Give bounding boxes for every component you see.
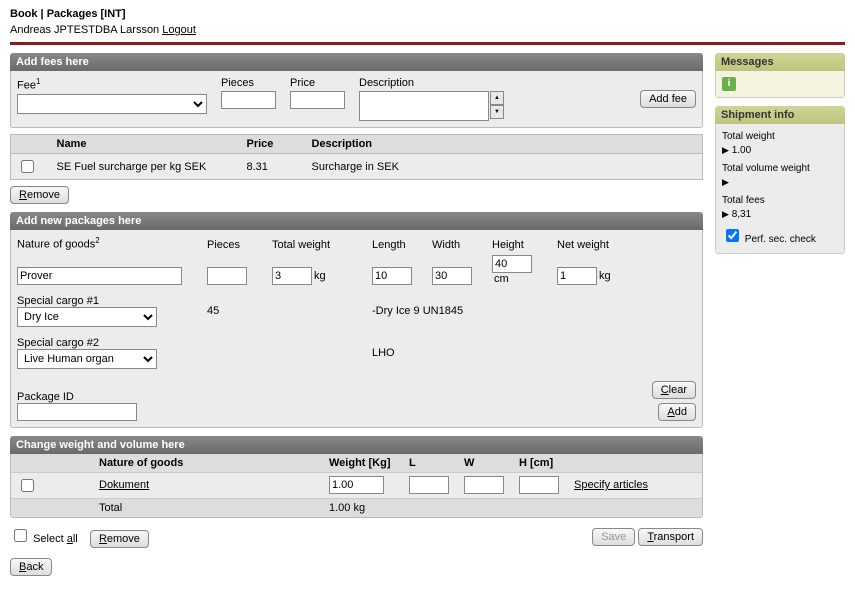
wv-col-nature: Nature of goods bbox=[93, 454, 323, 473]
fee-row: SE Fuel surcharge per kg SEK 8.31 Surcha… bbox=[11, 154, 703, 180]
add-fee-button[interactable]: Add fee bbox=[640, 90, 696, 108]
special1-desc: -Dry Ice 9 UN1845 bbox=[372, 305, 572, 317]
total-weight-value: 1.00 bbox=[732, 145, 751, 156]
special2-desc: LHO bbox=[372, 347, 572, 359]
packages-panel-header: Add new packages here bbox=[10, 212, 703, 230]
perf-sec-checkbox[interactable] bbox=[726, 229, 739, 242]
current-user: Andreas JPTESTDBA Larsson bbox=[10, 24, 159, 36]
remove-wv-button[interactable]: Remove bbox=[90, 530, 149, 548]
page-title: Book | Packages [INT] bbox=[10, 8, 845, 20]
desc-up-button[interactable]: ▲ bbox=[490, 91, 504, 105]
fees-panel-header: Add fees here bbox=[10, 53, 703, 71]
special2-label: Special cargo #2 bbox=[17, 337, 197, 349]
clear-button[interactable]: Clear bbox=[652, 381, 696, 399]
wv-w-input[interactable] bbox=[464, 476, 504, 494]
wv-nature-link[interactable]: Dokument bbox=[99, 479, 149, 491]
play-icon: ▶ bbox=[722, 145, 729, 155]
fee-pieces-input[interactable] bbox=[221, 91, 276, 109]
messages-header: Messages bbox=[715, 53, 845, 71]
shipment-info-header: Shipment info bbox=[715, 106, 845, 124]
price-label: Price bbox=[290, 77, 345, 89]
select-all-checkbox[interactable] bbox=[14, 529, 27, 542]
wv-total-value: 1.00 kg bbox=[323, 498, 702, 517]
wv-weight-input[interactable] bbox=[329, 476, 384, 494]
info-icon: i bbox=[722, 77, 736, 91]
height-label: Height bbox=[492, 239, 547, 251]
special1-select[interactable]: Dry Ice bbox=[17, 307, 157, 327]
specify-articles-link[interactable]: Specify articles bbox=[574, 479, 648, 491]
height-input[interactable] bbox=[492, 255, 532, 273]
fee-col-desc: Description bbox=[306, 135, 703, 154]
back-button[interactable]: Back bbox=[10, 558, 52, 576]
total-volume-label: Total volume weight bbox=[722, 162, 838, 176]
total-fees-label: Total fees bbox=[722, 194, 838, 208]
fee-col-name: Name bbox=[51, 135, 241, 154]
divider bbox=[10, 42, 845, 45]
wv-col-weight: Weight [Kg] bbox=[323, 454, 403, 473]
wv-h-input[interactable] bbox=[519, 476, 559, 494]
wv-col-w: W bbox=[458, 454, 513, 473]
logout-link[interactable]: Logout bbox=[162, 24, 196, 36]
fee-select[interactable] bbox=[17, 94, 207, 114]
special1-qty: 45 bbox=[207, 305, 262, 317]
wv-total-label: Total bbox=[93, 498, 323, 517]
wv-col-l: L bbox=[403, 454, 458, 473]
save-button[interactable]: Save bbox=[592, 528, 635, 546]
package-id-label: Package ID bbox=[17, 391, 137, 403]
transport-button[interactable]: Transport bbox=[638, 528, 703, 546]
desc-down-button[interactable]: ▼ bbox=[490, 105, 504, 119]
pkg-pieces-label: Pieces bbox=[207, 239, 262, 251]
nature-label: Nature of goods bbox=[17, 239, 95, 251]
perf-sec-label: Perf. sec. check bbox=[745, 234, 816, 245]
pkg-pieces-input[interactable] bbox=[207, 267, 247, 285]
select-all-label: Select all bbox=[33, 533, 78, 545]
total-weight-input[interactable] bbox=[272, 267, 312, 285]
fee-row-checkbox[interactable] bbox=[21, 160, 34, 173]
fee-row-name: SE Fuel surcharge per kg SEK bbox=[51, 154, 241, 180]
wv-col-h: H [cm] bbox=[513, 454, 568, 473]
wv-row: Dokument Specify articles bbox=[11, 472, 702, 498]
wv-l-input[interactable] bbox=[409, 476, 449, 494]
special1-label: Special cargo #1 bbox=[17, 295, 197, 307]
fee-row-price: 8.31 bbox=[241, 154, 306, 180]
pieces-label: Pieces bbox=[221, 77, 276, 89]
total-fees-value: 8,31 bbox=[732, 209, 751, 220]
special2-select[interactable]: Live Human organ bbox=[17, 349, 157, 369]
total-weight-label: Total weight bbox=[272, 239, 362, 251]
desc-label: Description bbox=[359, 77, 504, 89]
fee-price-input[interactable] bbox=[290, 91, 345, 109]
length-label: Length bbox=[372, 239, 422, 251]
package-id-input[interactable] bbox=[17, 403, 137, 421]
total-weight-label: Total weight bbox=[722, 130, 838, 144]
nature-input[interactable] bbox=[17, 267, 182, 285]
net-weight-label: Net weight bbox=[557, 239, 627, 251]
wv-panel-header: Change weight and volume here bbox=[10, 436, 703, 454]
width-input[interactable] bbox=[432, 267, 472, 285]
length-input[interactable] bbox=[372, 267, 412, 285]
add-package-button[interactable]: Add bbox=[658, 403, 696, 421]
play-icon: ▶ bbox=[722, 177, 729, 187]
fee-col-price: Price bbox=[241, 135, 306, 154]
wv-row-checkbox[interactable] bbox=[21, 479, 34, 492]
net-weight-input[interactable] bbox=[557, 267, 597, 285]
width-label: Width bbox=[432, 239, 482, 251]
fee-row-desc: Surcharge in SEK bbox=[306, 154, 703, 180]
fee-desc-input[interactable] bbox=[359, 91, 489, 121]
play-icon: ▶ bbox=[722, 209, 729, 219]
remove-fee-button[interactable]: Remove bbox=[10, 186, 69, 204]
fee-label: Fee bbox=[17, 80, 36, 92]
